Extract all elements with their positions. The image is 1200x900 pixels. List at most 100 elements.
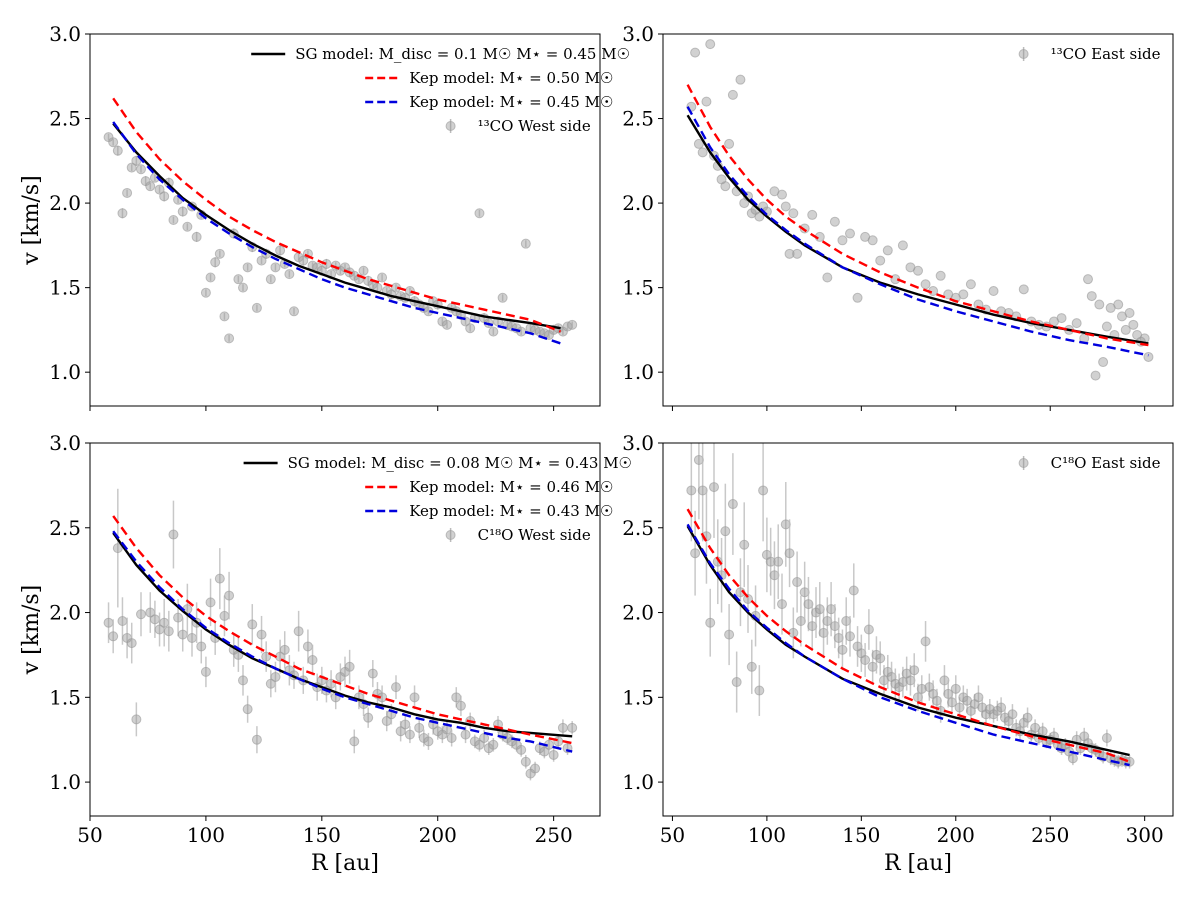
data-point [693, 138, 704, 149]
data-point [279, 644, 290, 655]
legend: C¹⁸O East side [1018, 454, 1161, 472]
model-curve [686, 106, 1149, 357]
x-tick-label: 150 [303, 823, 341, 847]
data-point [479, 733, 490, 744]
x-tick-label: 150 [842, 823, 880, 847]
data-point [909, 665, 920, 676]
data-point [567, 722, 578, 733]
data-point [935, 270, 946, 281]
model-curve [686, 84, 1149, 347]
data-point [1067, 753, 1078, 764]
y-tick-label: 2.0 [49, 601, 81, 625]
data-point [516, 744, 527, 755]
y-tick-label: 1.0 [49, 360, 81, 384]
plot-area [686, 39, 1154, 381]
data-point [1101, 733, 1112, 744]
x-tick-label: 100 [187, 823, 225, 847]
legend-marker [1018, 49, 1029, 59]
data-point [242, 262, 253, 273]
y-tick-label: 3.0 [49, 431, 81, 455]
y-tick-label: 1.0 [49, 770, 81, 794]
data-point [187, 632, 197, 643]
data-point [1090, 370, 1101, 381]
y-tick-label: 3.0 [622, 431, 654, 455]
x-tick-label: 250 [535, 823, 573, 847]
data-point [377, 272, 388, 283]
data-point [122, 187, 133, 198]
data-point [743, 593, 753, 604]
data-point [404, 729, 415, 740]
data-point [958, 289, 969, 300]
model-curve [686, 525, 1130, 757]
y-tick-label: 1.5 [622, 685, 654, 709]
axes-frame [89, 33, 601, 407]
data-point [724, 138, 735, 149]
data-point [168, 529, 179, 540]
data-point [256, 629, 267, 640]
data-point [136, 164, 146, 175]
data-point [548, 749, 559, 760]
data-point [727, 499, 738, 510]
data-point [792, 577, 803, 588]
data-point [423, 736, 434, 747]
data-point [530, 763, 541, 774]
data-point [724, 629, 735, 640]
data-point [920, 636, 931, 647]
data-point [451, 692, 462, 703]
data-point [920, 279, 931, 290]
data-point [758, 485, 769, 496]
y-tick-label: 3.0 [49, 22, 81, 46]
x-tick-label: 50 [77, 823, 102, 847]
y-tick-label: 1.5 [622, 276, 654, 300]
legend-entry: ¹³CO East side [1051, 45, 1161, 63]
data-point [1083, 274, 1093, 285]
data-point [238, 282, 248, 293]
data-point [159, 191, 170, 202]
data-point [822, 272, 833, 283]
data-point [875, 255, 886, 266]
data-points [103, 488, 578, 781]
x-axis-label: R [au] [311, 851, 379, 876]
model-curve [112, 122, 561, 330]
data-point [780, 201, 791, 212]
x-tick-label: 200 [419, 823, 457, 847]
y-tick-label: 2.0 [622, 601, 654, 625]
data-point [1143, 351, 1154, 362]
data-point [690, 47, 701, 58]
data-point [247, 619, 258, 630]
y-tick-label: 1.0 [622, 360, 654, 384]
legend-entry: SG model: M_disc = 0.1 M☉ M⋆ = 0.45 M☉ [295, 45, 630, 63]
data-point [214, 573, 225, 584]
model-curve [112, 515, 573, 745]
data-point [784, 548, 795, 559]
data-point [358, 265, 369, 276]
panel-top-left: 1.0 1.5 2.0 2.5 3.0 v [km/s] SG model: M_disc … [19, 22, 630, 411]
data-point [1098, 357, 1109, 368]
data-point [321, 258, 332, 269]
data-point [210, 257, 221, 268]
data-point [302, 641, 313, 652]
y-tick-label: 1.5 [49, 685, 81, 709]
data-point [697, 147, 708, 158]
data-point [446, 733, 457, 744]
data-point [219, 311, 230, 322]
data-points [686, 443, 1135, 769]
data-point [754, 211, 765, 222]
data-point [173, 612, 184, 623]
data-point [488, 326, 499, 337]
legend-entry: Kep model: M⋆ = 0.50 M☉ [409, 69, 613, 87]
data-point [242, 704, 253, 715]
data-point [219, 610, 230, 621]
data-point [1086, 291, 1097, 302]
model-curve [686, 523, 1130, 767]
data-point [159, 617, 170, 628]
panel-bottom-right: 1.0 1.5 2.0 2.5 3.0 50 100 150 200 250 300 R [au] C¹… [622, 431, 1174, 876]
data-point [108, 631, 119, 642]
data-point [149, 614, 160, 625]
model-curve [112, 532, 573, 738]
plot-area [686, 443, 1135, 769]
data-point [409, 692, 420, 703]
data-point [746, 661, 757, 672]
data-point [488, 739, 499, 750]
data-point [205, 272, 216, 283]
